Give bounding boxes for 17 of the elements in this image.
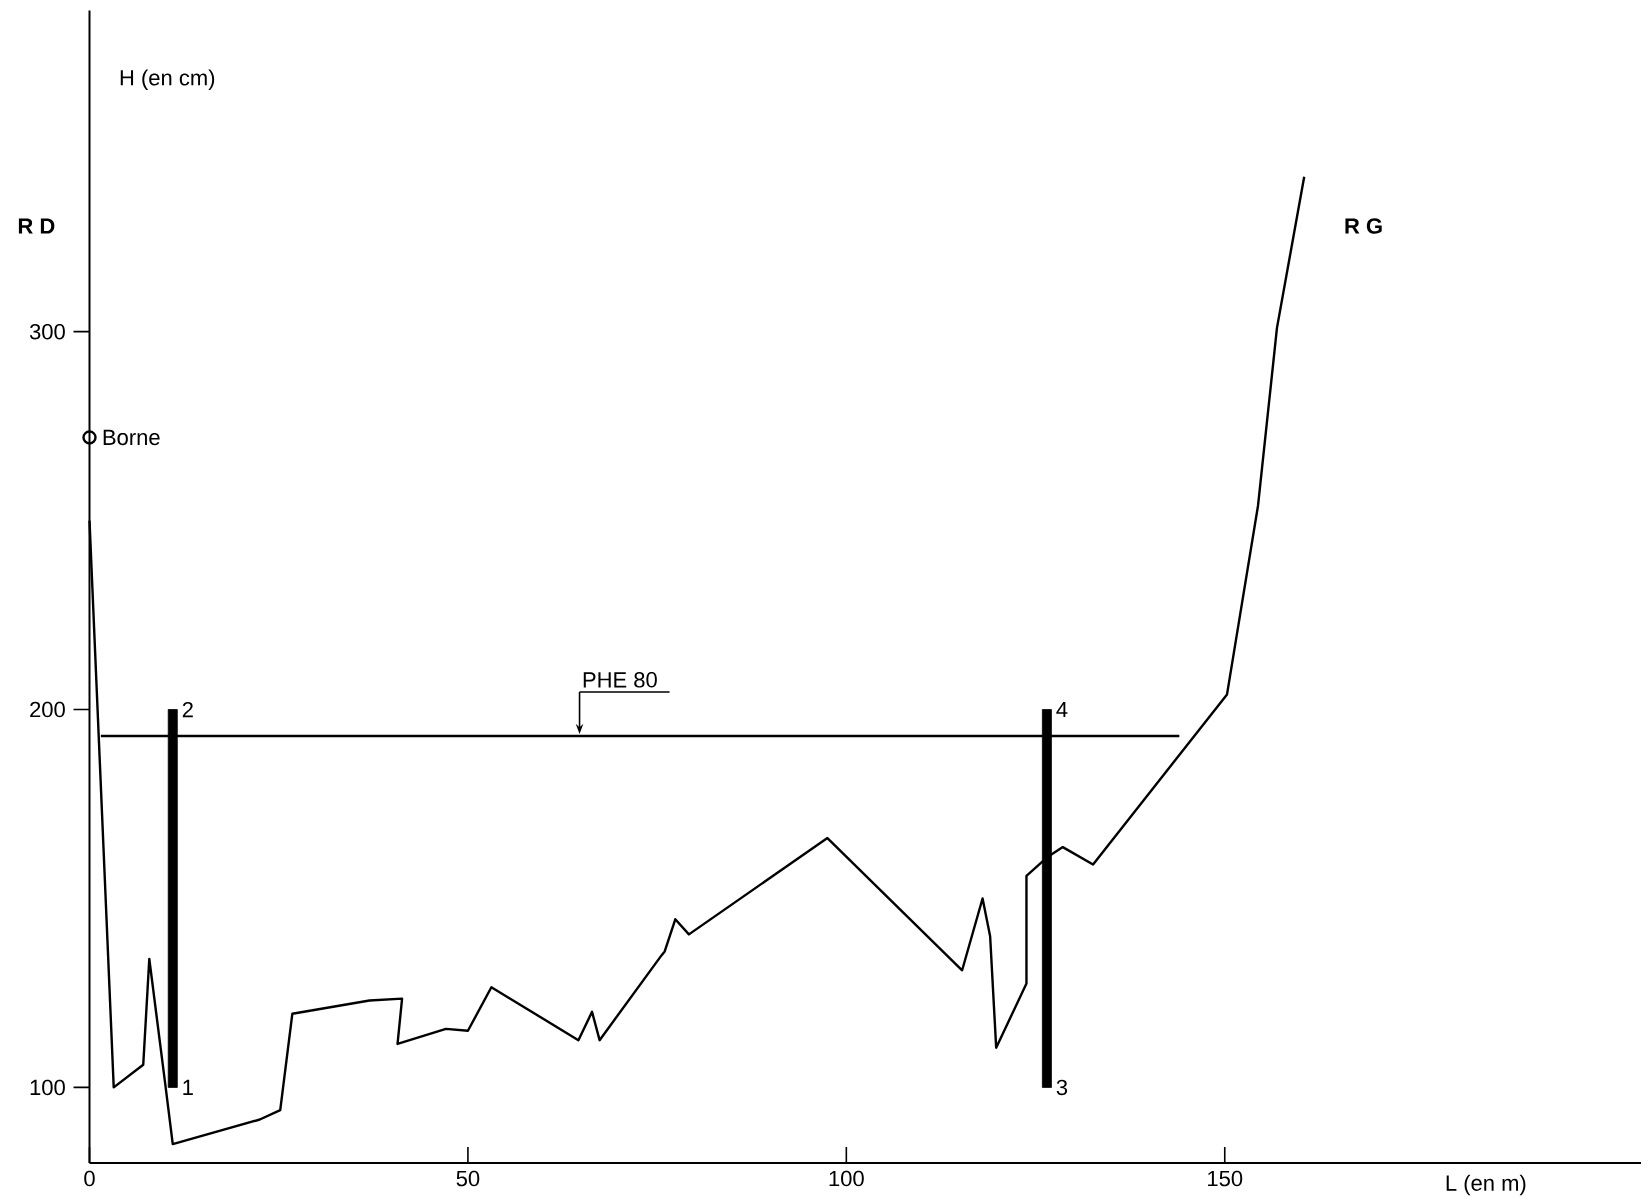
series-label: Borne (103, 429, 160, 446)
x-tick-label: 50 (456, 1170, 480, 1187)
annotation: R G (1345, 218, 1382, 234)
text: PHE 80 (583, 672, 657, 688)
y-tick-label: 100 (30, 1079, 65, 1096)
x-tick-label: 0 (84, 1170, 95, 1187)
y-tick-label: 200 (30, 701, 65, 718)
annotation: 1 (183, 1079, 193, 1095)
x-tick-label: 150 (1208, 1170, 1243, 1187)
annotation: 2 (182, 701, 193, 718)
y-tick-label: 300 (29, 323, 65, 340)
text: R D (18, 218, 55, 234)
x-axis-title: L (en m) (1446, 1174, 1526, 1196)
annotation: 4 (1056, 701, 1068, 718)
y-axis-title: H (en cm) (120, 69, 215, 90)
annotation: 3 (1056, 1079, 1068, 1096)
x-tick-label: 100 (829, 1170, 864, 1187)
